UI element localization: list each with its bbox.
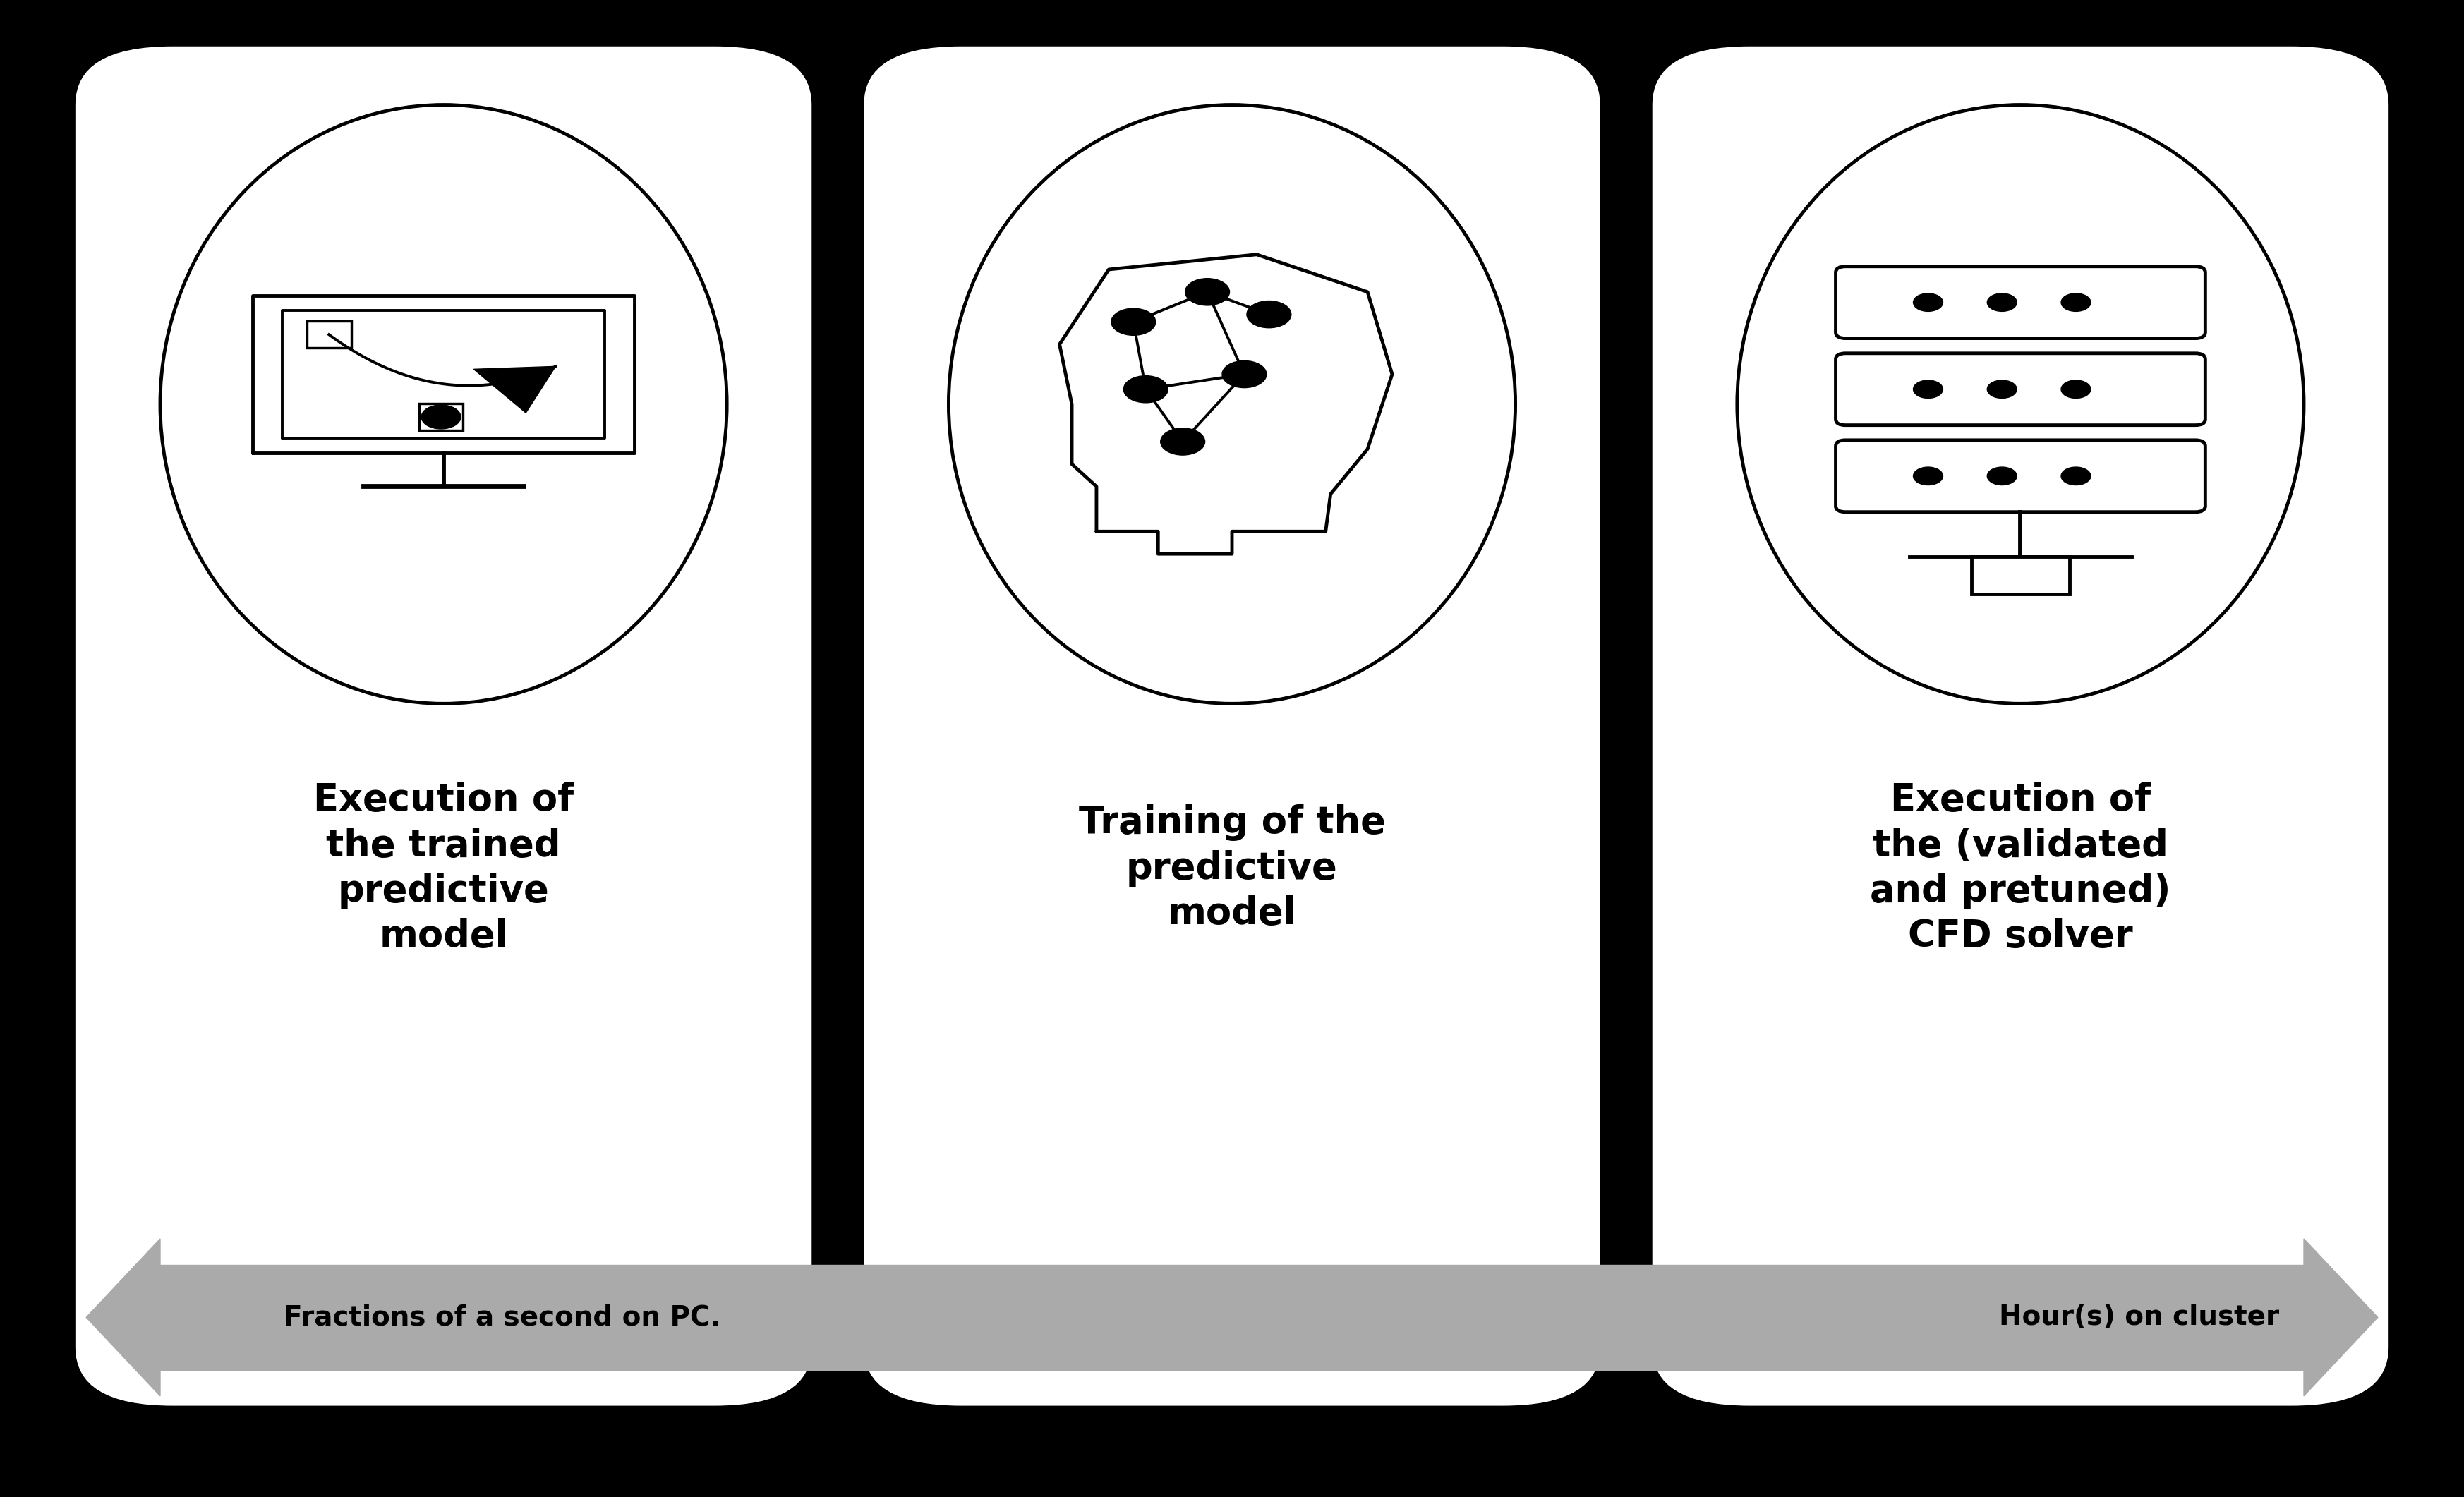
Circle shape (2060, 293, 2089, 311)
FancyArrow shape (2304, 1240, 2378, 1395)
Circle shape (421, 404, 461, 428)
Circle shape (2060, 467, 2089, 485)
Circle shape (1912, 293, 1942, 311)
Ellipse shape (160, 105, 727, 704)
Circle shape (1986, 293, 2016, 311)
Ellipse shape (949, 105, 1515, 704)
Circle shape (1161, 428, 1205, 455)
Bar (148, 1265, 2316, 1370)
Ellipse shape (1737, 105, 2304, 704)
Circle shape (1986, 467, 2016, 485)
Circle shape (1111, 308, 1156, 335)
FancyBboxPatch shape (1836, 266, 2205, 338)
Polygon shape (473, 367, 554, 413)
Text: Training of the
predictive
model: Training of the predictive model (1079, 804, 1385, 933)
FancyBboxPatch shape (74, 45, 813, 1407)
Circle shape (1912, 380, 1942, 398)
Circle shape (2060, 380, 2089, 398)
FancyBboxPatch shape (1651, 45, 2390, 1407)
FancyBboxPatch shape (862, 45, 1602, 1407)
Circle shape (1912, 467, 1942, 485)
Circle shape (1222, 361, 1266, 388)
FancyBboxPatch shape (1836, 353, 2205, 425)
FancyBboxPatch shape (1971, 557, 2070, 594)
FancyBboxPatch shape (1836, 440, 2205, 512)
Circle shape (1124, 376, 1168, 403)
Text: Execution of
the (validated
and pretuned)
CFD solver: Execution of the (validated and pretuned… (1870, 781, 2171, 955)
Circle shape (1185, 278, 1230, 305)
Text: Execution of
the trained
predictive
model: Execution of the trained predictive mode… (313, 781, 574, 955)
Text: Fractions of a second on PC.: Fractions of a second on PC. (283, 1304, 719, 1331)
FancyArrow shape (86, 1240, 160, 1395)
Circle shape (1986, 380, 2016, 398)
Text: Hour(s) on cluster: Hour(s) on cluster (1998, 1304, 2279, 1331)
Circle shape (1247, 301, 1291, 328)
